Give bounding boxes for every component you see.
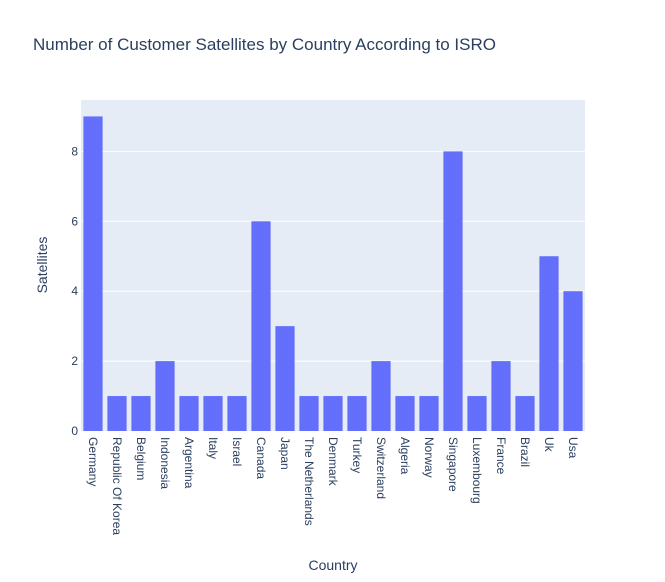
bar-turkey[interactable] [347, 396, 367, 431]
bar-germany[interactable] [83, 116, 103, 431]
bar-luxembourg[interactable] [467, 396, 487, 431]
bar-italy[interactable] [203, 396, 223, 431]
x-tick-label: Norway [422, 437, 436, 478]
bar-canada[interactable] [251, 221, 271, 431]
x-axis-ticks: Germany Republic Of Korea Belgium Indonesia… [86, 437, 580, 535]
x-tick-label: Japan [278, 437, 292, 470]
bar-singapore[interactable] [443, 151, 463, 432]
y-tick-label: 4 [71, 284, 78, 298]
bar-switzerland[interactable] [371, 361, 391, 431]
x-tick-label: Uk [542, 437, 556, 453]
x-tick-label: Switzerland [374, 437, 388, 499]
y-tick-label: 2 [71, 354, 78, 368]
y-axis-ticks: 0 2 4 6 8 [71, 144, 78, 438]
x-tick-label: Italy [206, 437, 220, 459]
x-tick-label: Singapore [446, 437, 460, 492]
bar-belgium[interactable] [131, 396, 151, 431]
bar-denmark[interactable] [323, 396, 343, 431]
bar-norway[interactable] [419, 396, 439, 431]
x-tick-label: Indonesia [158, 437, 172, 489]
x-tick-label: Germany [86, 437, 100, 486]
y-axis-title: Satellites [34, 237, 50, 294]
bar-argentina[interactable] [179, 396, 199, 431]
x-tick-label: Republic Of Korea [110, 437, 124, 535]
bar-israel[interactable] [227, 396, 247, 431]
y-tick-label: 8 [71, 144, 78, 158]
bar-uk[interactable] [539, 256, 559, 431]
x-tick-label: Brazil [518, 437, 532, 467]
x-tick-label: Algeria [398, 437, 412, 475]
x-tick-label: Israel [230, 437, 244, 466]
bar-indonesia[interactable] [155, 361, 175, 431]
bar-japan[interactable] [275, 326, 295, 431]
bar-republic-of-korea[interactable] [107, 396, 127, 431]
x-tick-label: The Netherlands [302, 437, 316, 526]
y-tick-label: 0 [71, 424, 78, 438]
x-tick-label: Argentina [182, 437, 196, 489]
x-tick-label: Luxembourg [470, 437, 484, 504]
bar-usa[interactable] [563, 291, 583, 431]
x-tick-label: Usa [566, 437, 580, 459]
x-tick-label: Denmark [326, 437, 340, 487]
x-tick-label: Canada [254, 437, 268, 479]
x-axis-title: Country [308, 557, 357, 573]
chart-title: Number of Customer Satellites by Country… [33, 35, 496, 54]
x-tick-label: Turkey [350, 437, 364, 473]
bars [83, 116, 583, 432]
bar-algeria[interactable] [395, 396, 415, 431]
x-tick-label: France [494, 437, 508, 475]
x-tick-label: Belgium [134, 437, 148, 480]
bar-france[interactable] [491, 361, 511, 431]
bar-brazil[interactable] [515, 396, 535, 431]
bar-the-netherlands[interactable] [299, 396, 319, 431]
y-tick-label: 6 [71, 214, 78, 228]
